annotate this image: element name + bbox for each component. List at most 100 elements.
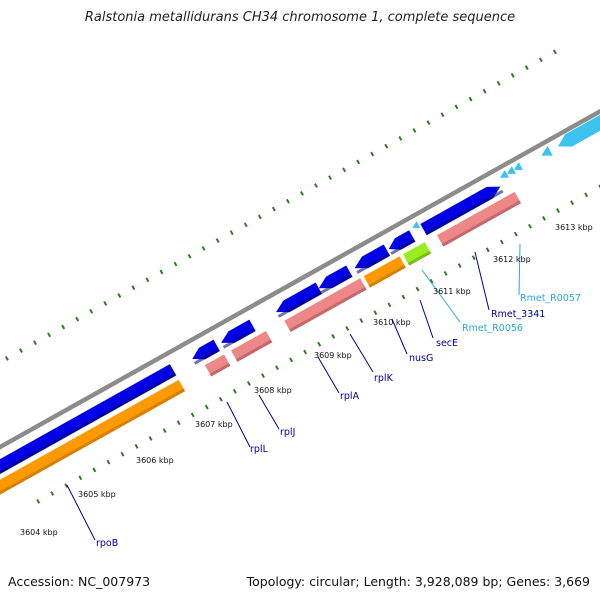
gene-rplL [204,354,231,377]
outer-tick [314,183,318,188]
outer-tick [356,159,361,165]
outer-tick [426,120,431,126]
cds-Rmet_3341-shade [425,189,504,236]
cds-rplK [318,265,353,289]
outer-tick [173,261,178,267]
leader-rplK [349,333,374,373]
inner-tick [261,373,265,379]
inner-tick [317,341,322,347]
gene-rplJ-shade [235,339,273,362]
leader-Rmet_3341 [474,251,490,311]
gene-Rmet_3341-shade [441,200,522,247]
outer-tick [4,356,9,361]
inner-tick [64,483,69,489]
outer-tick [482,88,487,94]
gene-nusG [363,256,406,288]
leader-Rmet_R0057 [518,243,521,296]
outer-tick [187,253,192,259]
outer-tick [201,245,206,251]
inner-tick [134,443,139,449]
label-leaders [66,243,521,541]
backbone-line [0,108,600,450]
leader-rplJ [258,394,280,430]
outer-tick [61,324,66,330]
outer-tick [89,308,94,314]
inner-tick [373,310,378,316]
gene-label: nusG [409,353,433,364]
inner-tick [78,475,83,481]
inner-tick [471,255,476,261]
inner-tick [584,192,589,198]
inner-tick [443,271,448,276]
gene-rplA-rplK-shade [289,286,367,333]
outer-tick [328,175,333,181]
gene-label: rplK [374,373,394,384]
outer-tick [131,285,136,291]
outer-tick [257,214,262,220]
scale-label: 3604 kbp [20,528,58,537]
rna-arrow-1 [499,169,510,178]
rna-Rmet_R0056 [412,221,421,228]
inner-tick [387,302,392,308]
outer-tick [215,238,220,243]
cds-nusG [354,244,391,269]
outer-tick [75,316,80,322]
outer-tick [510,73,515,78]
inner-tick [429,278,434,284]
cds-rplA-shade [277,291,322,318]
inner-tick [36,498,41,504]
inner-tick [190,412,195,418]
outer-tick [454,104,459,110]
leader-nusG [391,318,408,355]
leader-rplL [226,401,251,448]
outer-tick [103,301,108,306]
leader-rpoB [66,484,96,541]
scale-label: 3607 kbp [195,420,233,429]
inner-tick [275,365,279,371]
inner-tick [232,388,237,394]
leader-rplA [317,356,340,394]
cds-secE-shade [390,239,416,255]
outer-tick [342,167,347,173]
outer-tick [117,293,122,298]
inner-tick [527,223,532,229]
cds-rplJ [221,319,256,343]
gene-label: rpoB [96,538,118,549]
scale-label: 3605 kbp [78,490,116,499]
outer-tick [468,96,473,102]
gene-rplJ [231,330,273,362]
cds-rplA [276,282,322,313]
inner-tick [120,451,125,457]
outer-tick [384,143,389,149]
inner-tick [598,184,600,189]
accession-text: Accession: NC_007973 [8,574,151,589]
inner-tick [513,231,518,237]
inner-tick [556,208,560,213]
scale-label: 3613 kbp [555,223,593,232]
inner-tick [485,247,490,253]
cds-rplL-shade [193,348,220,365]
inner-tick [303,349,308,355]
outer-tick [524,65,529,71]
gene-label: rplJ [280,427,295,438]
inner-tick [415,286,420,292]
gene-label: rplA [340,391,360,402]
scale-label: 3608 kbp [254,386,292,395]
scale-label: 3606 kbp [136,456,174,465]
scale-label: 3609 kbp [314,351,352,360]
gene-Rmet_3341 [437,191,522,247]
gene-rplL-shade [209,363,231,377]
cds-nusG-shade [356,253,391,274]
cds-Rmet_3341 [420,186,501,236]
inner-tick [148,436,153,441]
outer-tick [229,230,234,236]
rna-arrow-4 [541,145,553,156]
inner-tick [457,263,462,268]
gene-nusG-shade [368,264,406,288]
inner-tick [570,200,575,206]
outer-tick [552,49,557,55]
rna-cds-right [558,114,600,147]
gene-label: Rmet_R0057 [520,293,581,304]
leader-Rmet_R0056 [421,269,461,323]
